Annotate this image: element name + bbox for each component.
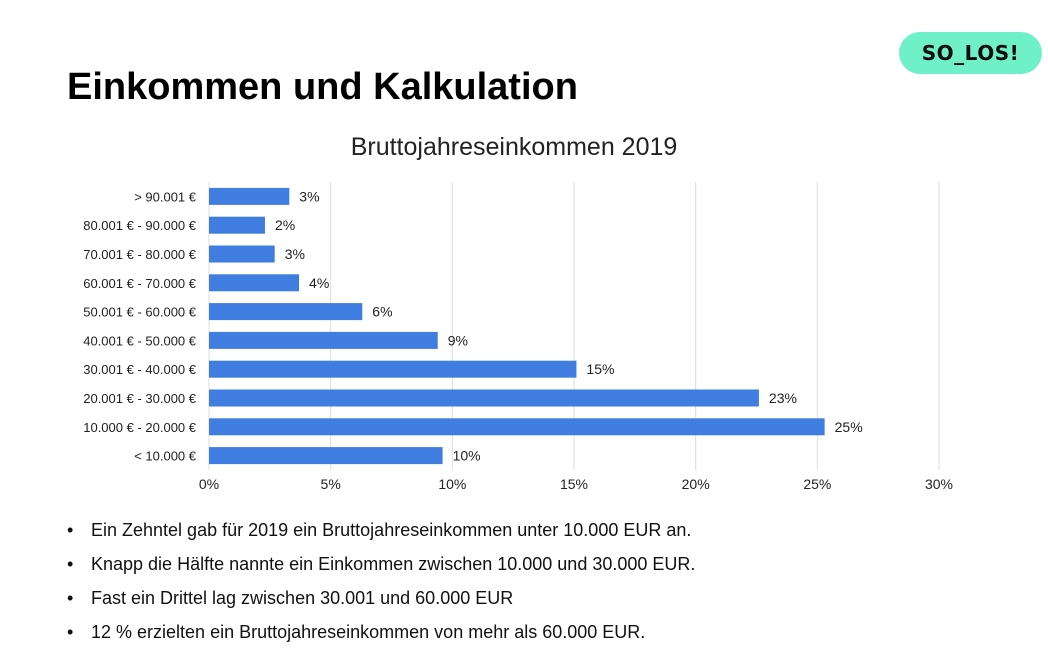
bar bbox=[209, 187, 290, 205]
bar-chart: Bruttojahreseinkommen 2019 > 90.001 € 80.… bbox=[83, 133, 953, 492]
x-tick-label: 15% bbox=[560, 476, 588, 492]
y-category-label: 70.001 € - 80.000 € bbox=[83, 247, 197, 262]
bullet-text: Ein Zehntel gab für 2019 ein Bruttojahre… bbox=[91, 520, 692, 540]
bar bbox=[209, 331, 438, 349]
bullet-text: Fast ein Drittel lag zwischen 30.001 und… bbox=[91, 588, 514, 608]
data-label: 9% bbox=[448, 332, 468, 348]
bullet-marker: • bbox=[67, 588, 74, 608]
data-label: 3% bbox=[285, 246, 305, 262]
bar bbox=[209, 360, 577, 378]
y-category-label: 10.000 € - 20.000 € bbox=[83, 420, 197, 435]
x-tick-label: 10% bbox=[438, 476, 466, 492]
x-tick-label: 30% bbox=[925, 476, 953, 492]
y-category-label: 40.001 € - 50.000 € bbox=[83, 333, 197, 348]
y-category-label: > 90.001 € bbox=[134, 189, 197, 204]
y-category-label: 20.001 € - 30.000 € bbox=[83, 391, 197, 406]
bullet-marker: • bbox=[67, 554, 74, 574]
bullet-item: • Knapp die Hälfte nannte ein Einkommen z… bbox=[67, 554, 695, 588]
bar bbox=[209, 447, 443, 465]
data-label: 2% bbox=[275, 217, 295, 233]
bar bbox=[209, 418, 825, 436]
y-category-label: < 10.000 € bbox=[134, 449, 197, 464]
bar bbox=[209, 245, 275, 263]
data-label: 23% bbox=[769, 390, 797, 406]
bullet-item: • 12 % erzielten ein Bruttojahreseinkomme… bbox=[67, 622, 695, 656]
bar bbox=[209, 303, 363, 321]
x-tick-label: 25% bbox=[803, 476, 831, 492]
bar bbox=[209, 274, 300, 292]
x-tick-label: 20% bbox=[682, 476, 710, 492]
slide-title: Einkommen und Kalkulation bbox=[67, 66, 578, 108]
bullet-text: 12 % erzielten ein Bruttojahreseinkommen… bbox=[91, 622, 646, 642]
bar bbox=[209, 216, 265, 234]
bullet-marker: • bbox=[67, 622, 74, 642]
data-label: 4% bbox=[309, 275, 329, 291]
bullet-list: • Ein Zehntel gab für 2019 ein Bruttojahr… bbox=[67, 520, 695, 656]
y-category-label: 30.001 € - 40.000 € bbox=[83, 362, 197, 377]
logo-text: SO_LOS! bbox=[921, 41, 1020, 65]
bullet-text: Knapp die Hälfte nannte ein Einkommen zw… bbox=[91, 554, 696, 574]
data-label: 6% bbox=[372, 304, 392, 320]
bar bbox=[209, 389, 759, 407]
logo-badge: SO_LOS! bbox=[899, 32, 1042, 74]
bullet-item: • Ein Zehntel gab für 2019 ein Bruttojahr… bbox=[67, 520, 695, 554]
data-label: 15% bbox=[586, 361, 614, 377]
x-tick-label: 0% bbox=[199, 476, 219, 492]
data-label: 3% bbox=[299, 188, 319, 204]
data-label: 25% bbox=[835, 419, 863, 435]
y-category-label: 80.001 € - 90.000 € bbox=[83, 218, 197, 233]
y-category-label: 60.001 € - 70.000 € bbox=[83, 276, 197, 291]
bullet-item: • Fast ein Drittel lag zwischen 30.001 un… bbox=[67, 588, 695, 622]
y-category-label: 50.001 € - 60.000 € bbox=[83, 305, 197, 320]
chart-title: Bruttojahreseinkommen 2019 bbox=[351, 133, 678, 161]
data-label: 10% bbox=[453, 448, 481, 464]
bullet-marker: • bbox=[67, 520, 74, 540]
x-tick-label: 5% bbox=[321, 476, 341, 492]
